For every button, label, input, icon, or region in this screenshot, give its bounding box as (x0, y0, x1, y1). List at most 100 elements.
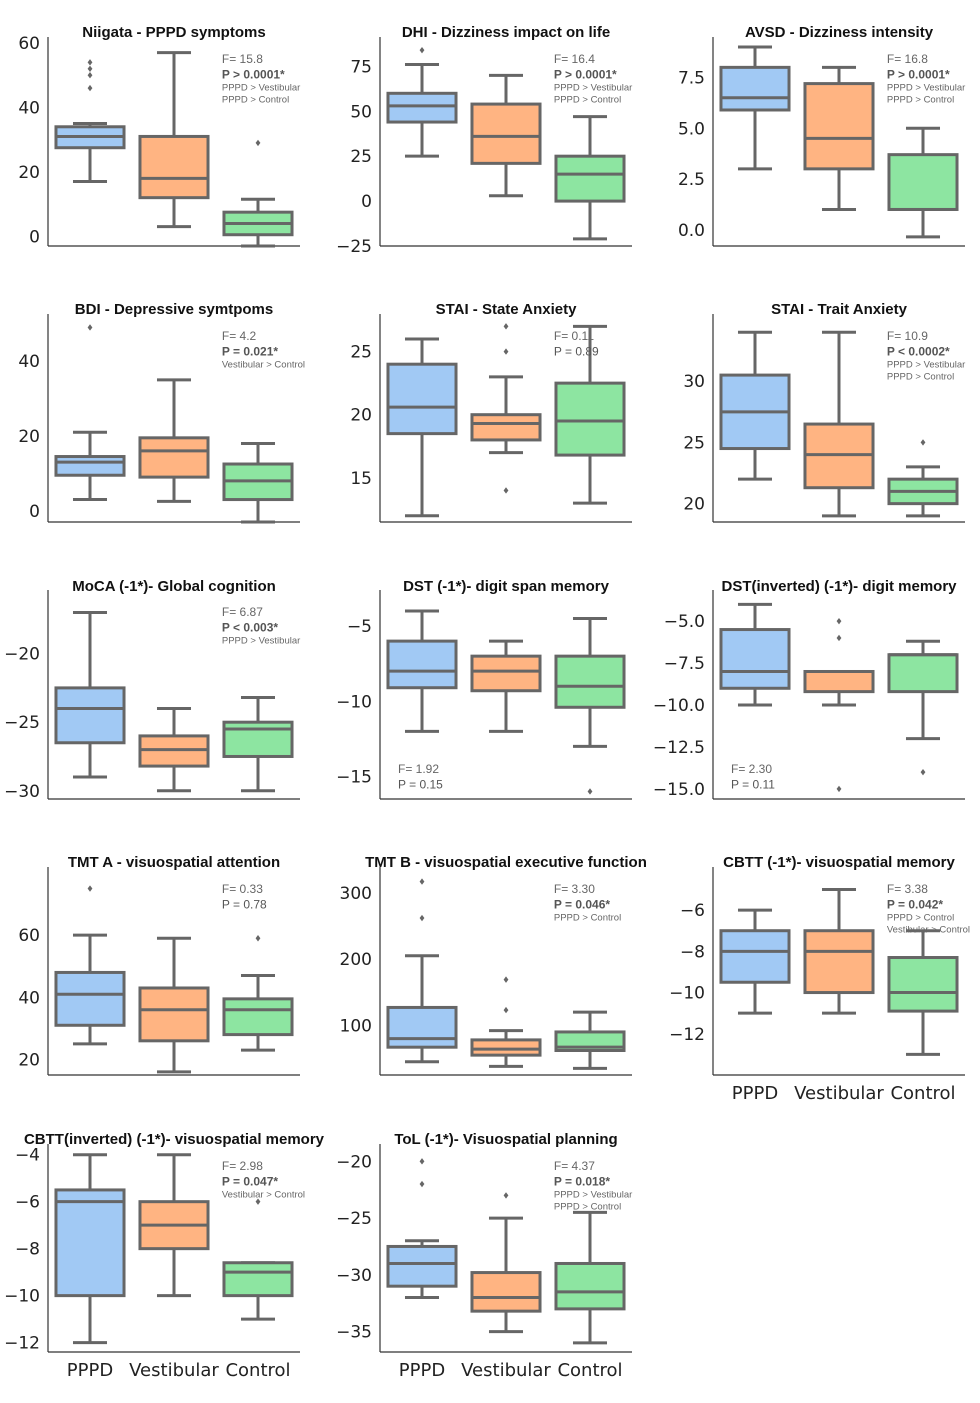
iqr-box (138, 986, 210, 1043)
y-tick-label: 15 (350, 469, 372, 489)
box-vestibular (803, 330, 875, 518)
box-pppd (386, 337, 458, 518)
f-statistic: F= 16.4 (554, 52, 595, 66)
f-statistic: F= 0.33 (222, 882, 263, 896)
box-pppd (54, 324, 126, 502)
y-tick-label: −15 (336, 767, 372, 787)
outlier-point (87, 72, 93, 79)
box-pppd (386, 46, 458, 158)
iqr-box (54, 686, 126, 745)
post-hoc-comparison: Vestibular > Control (222, 1190, 305, 1201)
y-tick-label: −20 (4, 645, 40, 665)
outlier-point (87, 885, 93, 892)
chart-title: MoCA (-1*)- Global cognition (72, 578, 276, 595)
chart-title: CBTT (-1*)- visuospatial memory (723, 854, 955, 871)
post-hoc-comparison: PPPD > Control (887, 372, 954, 383)
f-statistic: F= 10.9 (887, 329, 928, 343)
iqr-box (719, 628, 791, 690)
y-tick-label: −15.0 (653, 780, 705, 800)
f-statistic: F= 0.11 (554, 329, 594, 343)
iqr-box (719, 65, 791, 112)
outlier-point (87, 84, 93, 92)
box-vestibular (138, 706, 210, 793)
x-category-label: Control (557, 1360, 622, 1381)
box-control (222, 441, 294, 524)
post-hoc-comparison: PPPD > Control (554, 95, 621, 106)
box-pppd (719, 45, 791, 171)
box-vestibular (470, 73, 542, 198)
box-vestibular (470, 323, 542, 494)
panel-2: DHI - Dizziness impact on life 75 50 25 0 −25… (336, 24, 632, 257)
iqr-box (470, 1271, 542, 1313)
y-tick-label: 75 (350, 57, 372, 77)
p-value: P = 0.047* (222, 1175, 278, 1189)
outlier-point (87, 59, 93, 66)
iqr-box (138, 134, 210, 200)
chart-title: TMT B - visuospatial executive function (365, 854, 647, 871)
y-tick-label: −5 (347, 617, 372, 637)
outlier-point (255, 1198, 261, 1205)
x-category-label: PPPD (67, 1360, 113, 1381)
post-hoc-comparison: PPPD > Vestibular (554, 1190, 632, 1201)
panel-5: STAI - State Anxiety 25 20 15 F= 0.11 P = 0.8… (350, 301, 632, 523)
post-hoc-comparison: PPPD > Vestibular (887, 360, 965, 371)
panel-7: MoCA (-1*)- Global cognition −20 −25 −30 F= … (4, 578, 300, 802)
outlier-point (836, 617, 842, 625)
p-value: P > 0.0001* (554, 68, 617, 82)
box-pppd (719, 908, 791, 1015)
iqr-box (54, 455, 126, 477)
outlier-point (587, 788, 593, 795)
y-tick-label: −10 (336, 692, 372, 712)
y-tick-label: 60 (18, 926, 40, 946)
y-tick-label: 40 (18, 98, 40, 118)
box-vestibular (803, 887, 875, 1015)
y-tick-label: 25 (350, 147, 372, 167)
y-tick-label: 2.5 (678, 170, 705, 190)
y-tick-label: 50 (350, 102, 372, 122)
box-control (222, 696, 294, 793)
box-control (887, 929, 959, 1056)
iqr-box (803, 669, 875, 694)
box-vestibular (470, 976, 542, 1068)
y-tick-label: 0 (29, 502, 40, 522)
chart-title: BDI - Depressive symtpoms (75, 301, 273, 318)
y-tick-label: 40 (18, 988, 40, 1008)
y-tick-label: 25 (350, 343, 372, 363)
iqr-box (386, 1005, 458, 1049)
box-pppd (386, 1158, 458, 1300)
box-vestibular (138, 51, 210, 229)
f-statistic: F= 4.2 (222, 329, 257, 343)
y-tick-label: 20 (350, 406, 372, 426)
post-hoc-comparison: Vestibular > Control (887, 925, 970, 936)
x-category-label: Control (890, 1083, 955, 1104)
chart-title: DST(inverted) (-1*)- digit memory (721, 578, 957, 595)
chart-title: DHI - Dizziness impact on life (402, 24, 610, 41)
outlier-point (87, 65, 93, 72)
y-tick-label: 7.5 (678, 69, 705, 89)
box-control (887, 639, 959, 776)
y-tick-label: −10 (669, 984, 705, 1004)
outlier-point (255, 935, 261, 942)
outlier-point (419, 914, 425, 922)
y-tick-label: −8 (15, 1240, 40, 1260)
f-statistic: F= 2.30 (731, 762, 772, 776)
y-tick-label: −8 (680, 942, 705, 962)
post-hoc-comparison: PPPD > Control (887, 95, 954, 106)
outlier-point (419, 878, 425, 885)
panel-10: TMT A - visuospatial attention 60 40 20 F= 0… (18, 854, 300, 1076)
iqr-box (470, 413, 542, 442)
outlier-point (419, 1158, 425, 1165)
box-control (887, 126, 959, 239)
p-value: P > 0.0001* (887, 68, 950, 82)
box-control (554, 617, 626, 795)
chart-title: STAI - State Anxiety (436, 301, 578, 318)
box-vestibular (803, 617, 875, 793)
y-tick-label: −6 (15, 1193, 40, 1213)
panel-1: Niigata - PPPD symptoms 60 40 20 0 F= 15.8 P >… (18, 24, 300, 248)
outlier-point (920, 439, 926, 446)
y-tick-label: −10 (4, 1287, 40, 1307)
y-tick-label: −4 (15, 1146, 40, 1166)
chart-title: TMT A - visuospatial attention (68, 854, 280, 871)
box-pppd (386, 878, 458, 1064)
